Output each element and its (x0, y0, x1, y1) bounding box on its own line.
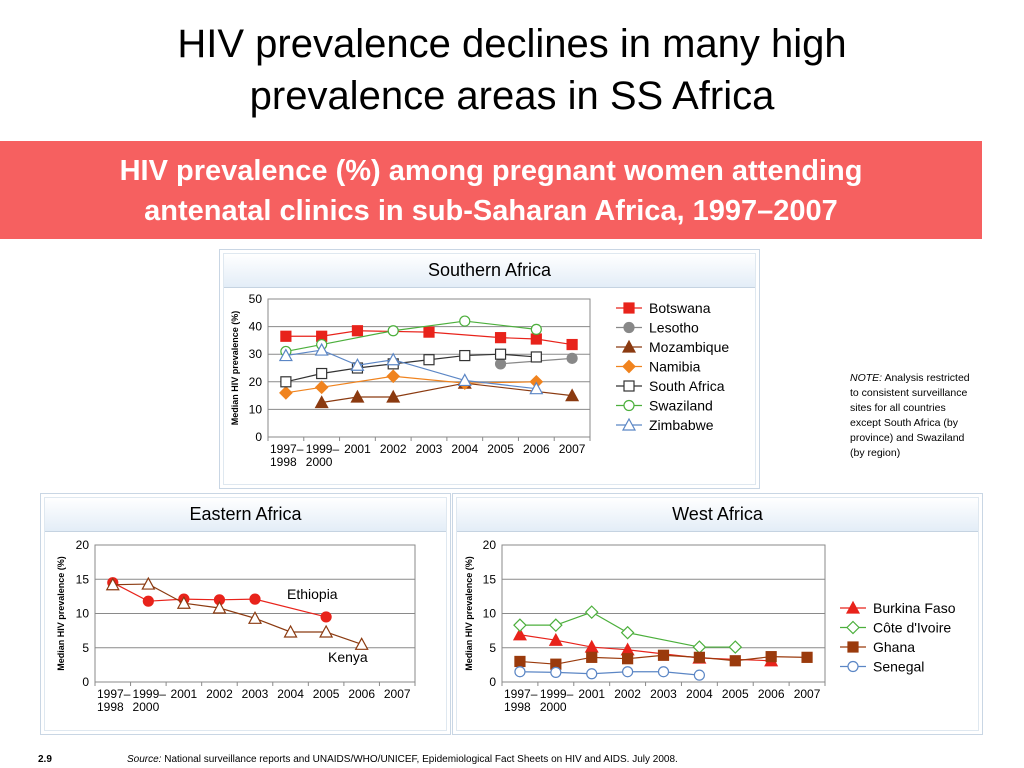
southern-africa-title: Southern Africa (224, 254, 755, 288)
southern-africa-panel: Southern Africa (219, 249, 760, 489)
panel-frame: Southern Africa (223, 253, 756, 485)
note-text: Analysis restricted to consistent survei… (850, 372, 970, 459)
slide-title-line-2: prevalence areas in SS Africa (249, 74, 775, 118)
banner-line-2: antenatal clinics in sub-Saharan Africa,… (144, 195, 838, 227)
source-label: Source: (127, 754, 162, 765)
chart-banner: HIV prevalence (%) among pregnant women … (0, 141, 982, 239)
panel-frame: West Africa (456, 497, 979, 731)
banner-line-1: HIV prevalence (%) among pregnant women … (119, 155, 863, 187)
eastern-africa-panel: Eastern Africa (40, 493, 451, 735)
note-box: NOTE: Analysis restricted to consistent … (850, 371, 975, 461)
slide-number: 2.9 (38, 754, 52, 765)
source-note: Source: National surveillance reports an… (127, 754, 678, 765)
slide-title: HIV prevalence declines in many high pre… (0, 18, 1024, 122)
west-africa-panel: West Africa (452, 493, 983, 735)
slide-title-line-1: HIV prevalence declines in many high (177, 22, 847, 66)
west-africa-title: West Africa (457, 498, 978, 532)
source-text: National surveillance reports and UNAIDS… (164, 754, 678, 765)
eastern-africa-title: Eastern Africa (45, 498, 446, 532)
panel-frame: Eastern Africa (44, 497, 447, 731)
note-label: NOTE: (850, 372, 883, 384)
